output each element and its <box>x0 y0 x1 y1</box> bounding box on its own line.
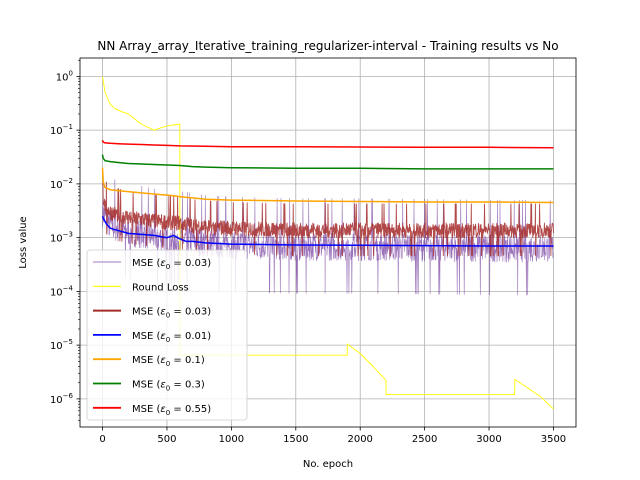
legend-symbol: ε <box>160 404 166 415</box>
legend-text-tail: = 0.03) <box>170 258 211 269</box>
y-axis-label: Loss value <box>18 216 29 268</box>
legend-entry: MSE (ε0 = 0.1) <box>132 355 205 368</box>
series-line <box>101 139 554 149</box>
y-tick-exponent: −4 <box>63 284 74 292</box>
y-tick-label: 10−6 <box>50 392 74 406</box>
y-tick-base: 10 <box>50 287 63 298</box>
x-tick-label: 1500 <box>283 434 308 445</box>
y-tick-label: 10−5 <box>50 338 73 352</box>
legend-text-tail: = 0.3) <box>170 380 205 391</box>
x-tick-label: 1000 <box>219 434 244 445</box>
y-tick-label: 10−3 <box>50 231 73 245</box>
legend-text: MSE ( <box>132 404 160 415</box>
legend-text-tail: = 0.55) <box>170 404 211 415</box>
y-tick-exponent: −1 <box>63 123 73 131</box>
series-line <box>101 167 554 204</box>
legend-subscript: 0 <box>166 263 170 271</box>
y-tick-base: 10 <box>50 341 63 352</box>
legend-subscript: 0 <box>166 336 170 344</box>
legend-symbol: ε <box>160 380 166 391</box>
legend-entry: MSE (ε0 = 0.03) <box>132 258 211 271</box>
legend-text-tail: = 0.1) <box>170 355 205 366</box>
legend-text-tail: = 0.01) <box>170 331 211 342</box>
legend-symbol: ε <box>160 258 166 269</box>
x-axis-label: No. epoch <box>303 459 353 470</box>
x-tick-label: 2500 <box>412 434 437 445</box>
x-tick-label: 3000 <box>476 434 501 445</box>
y-tick-label: 10−2 <box>50 177 73 191</box>
y-tick-exponent: −3 <box>63 231 73 239</box>
y-tick-exponent: −2 <box>63 177 73 185</box>
chart-title: NN Array_array_Iterative_training_regula… <box>97 39 558 53</box>
y-tick-label: 10−1 <box>50 123 73 137</box>
y-tick-base: 10 <box>56 72 69 83</box>
legend-text: MSE ( <box>132 355 160 366</box>
y-tick-exponent: −5 <box>63 338 73 346</box>
series-line <box>101 215 554 247</box>
legend-text: MSE ( <box>132 307 160 318</box>
y-tick-label: 10−4 <box>50 284 74 298</box>
y-tick-base: 10 <box>50 126 63 137</box>
plot-frame <box>79 57 577 428</box>
legend-text: MSE ( <box>132 331 160 342</box>
legend-subscript: 0 <box>166 385 170 393</box>
series-line <box>102 170 554 257</box>
y-tick-exponent: −6 <box>63 392 74 400</box>
legend-symbol: ε <box>160 307 166 318</box>
x-tick-label: 0 <box>99 434 105 445</box>
y-tick-exponent: 0 <box>69 69 73 77</box>
legend-entry: MSE (ε0 = 0.3) <box>132 380 205 393</box>
legend-subscript: 0 <box>166 360 170 368</box>
legend-text: Round Loss <box>132 282 189 293</box>
y-tick-base: 10 <box>50 234 63 245</box>
series-lines <box>101 76 554 410</box>
x-tick-label: 2000 <box>347 434 372 445</box>
legend-entry: Round Loss <box>132 282 189 293</box>
legend-entry: MSE (ε0 = 0.55) <box>132 404 211 417</box>
legend-entry: MSE (ε0 = 0.01) <box>132 331 211 344</box>
legend-symbol: ε <box>160 331 166 342</box>
legend-text-tail: = 0.03) <box>170 307 211 318</box>
x-tick-label: 500 <box>157 434 176 445</box>
legend-symbol: ε <box>160 355 166 366</box>
y-tick-base: 10 <box>50 395 63 406</box>
series-line <box>101 154 554 170</box>
legend-text: MSE ( <box>132 258 160 269</box>
legend-subscript: 0 <box>166 409 170 417</box>
y-tick-base: 10 <box>50 180 63 191</box>
x-tick-label: 3500 <box>541 434 566 445</box>
legend-subscript: 0 <box>166 312 170 320</box>
y-tick-label: 100 <box>56 69 73 83</box>
x-axis-ticks: 0 500 1000 1500 2000 2500 3000 3500 <box>99 427 566 445</box>
legend-box <box>86 249 248 421</box>
legend-text: MSE ( <box>132 380 160 391</box>
legend-entry: MSE (ε0 = 0.03) <box>132 307 211 320</box>
